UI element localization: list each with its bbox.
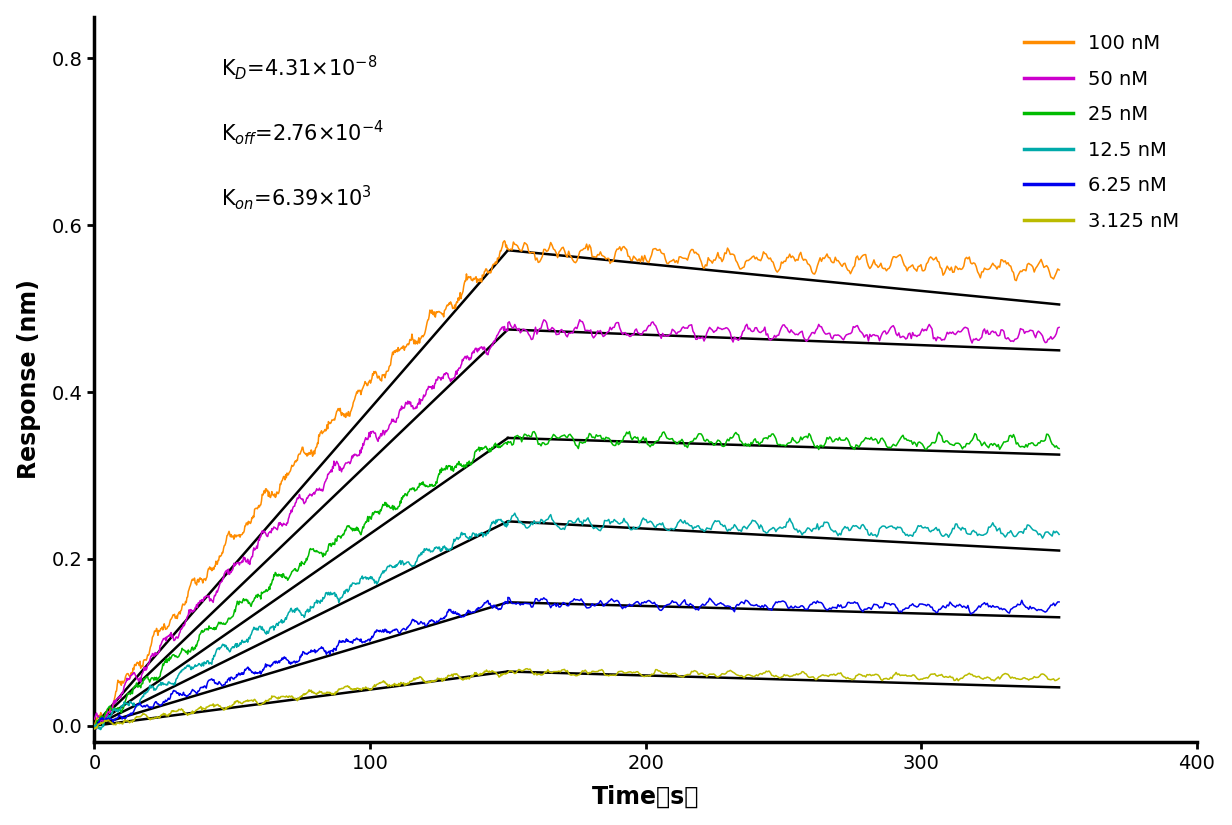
Text: K$_{D}$=4.31×10$^{-8}$: K$_{D}$=4.31×10$^{-8}$ <box>222 53 378 82</box>
X-axis label: Time（s）: Time（s） <box>593 785 700 808</box>
Legend: 100 nM, 50 nM, 25 nM, 12.5 nM, 6.25 nM, 3.125 nM: 100 nM, 50 nM, 25 nM, 12.5 nM, 6.25 nM, … <box>1016 26 1188 238</box>
Y-axis label: Response (nm): Response (nm) <box>17 280 41 479</box>
Text: K$_{off}$=2.76×10$^{-4}$: K$_{off}$=2.76×10$^{-4}$ <box>222 118 384 147</box>
Text: K$_{on}$=6.39×10$^{3}$: K$_{on}$=6.39×10$^{3}$ <box>222 184 372 212</box>
